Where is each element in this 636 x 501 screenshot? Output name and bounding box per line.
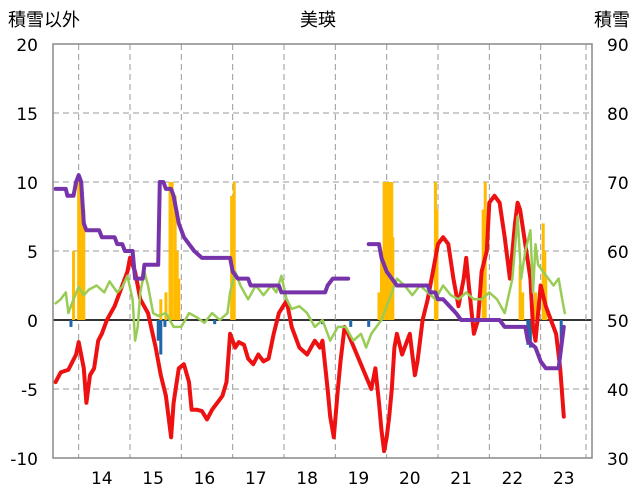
bar (521, 292, 525, 320)
bar (435, 209, 439, 320)
bar (159, 320, 163, 355)
y-right-tick-label: 70 (607, 174, 629, 194)
right-axis-ticks: 30 40 50 60 70 80 90 (607, 36, 629, 470)
bar (79, 182, 83, 320)
y-right-tick-label: 40 (607, 381, 629, 401)
left-axis-label: 積雪以外 (8, 10, 80, 31)
y-right-tick-label: 60 (607, 243, 629, 263)
y-left-tick-label: -10 (10, 450, 38, 470)
bar (156, 320, 160, 341)
bar (173, 195, 177, 320)
bar (380, 251, 384, 320)
bar (349, 320, 353, 327)
x-tick-label: 16 (194, 469, 216, 489)
bar (367, 320, 371, 327)
bar (534, 292, 538, 320)
bar (385, 182, 389, 320)
y-left-tick-label: 10 (16, 174, 38, 194)
bar (528, 320, 532, 348)
bar (82, 209, 86, 320)
bar (163, 320, 167, 327)
left-axis-ticks: -10 -5 0 5 10 15 20 (10, 36, 38, 470)
series-line (53, 193, 566, 454)
bar (159, 299, 163, 320)
bar (175, 251, 179, 320)
y-left-tick-label: -5 (21, 381, 38, 401)
x-tick-label: 19 (348, 469, 370, 489)
bar (170, 182, 174, 320)
bar (164, 292, 168, 320)
bar (77, 182, 81, 320)
x-tick-label: 23 (553, 469, 575, 489)
bar (72, 251, 76, 320)
y-right-tick-label: 80 (607, 105, 629, 125)
x-tick-label: 17 (245, 469, 267, 489)
bar (168, 182, 172, 320)
y-left-tick-label: 0 (27, 312, 38, 332)
bar (387, 182, 391, 320)
y-right-tick-label: 90 (607, 36, 629, 56)
chart-title: 美瑛 (300, 10, 336, 31)
series-line (53, 173, 351, 295)
bar (232, 182, 236, 320)
y-left-tick-label: 15 (16, 105, 38, 125)
line-series (53, 173, 567, 454)
y-right-tick-label: 30 (607, 450, 629, 470)
x-tick-label: 18 (296, 469, 318, 489)
y-right-tick-label: 50 (607, 312, 629, 332)
x-axis-ticks: 14 15 16 17 18 19 20 21 22 23 (91, 469, 575, 489)
bar (382, 182, 386, 320)
bar (177, 278, 181, 320)
x-tick-label: 21 (450, 469, 472, 489)
x-tick-label: 15 (142, 469, 164, 489)
x-tick-label: 22 (502, 469, 524, 489)
x-tick-label: 20 (399, 469, 421, 489)
plot-frame (52, 43, 593, 459)
x-tick-label: 14 (91, 469, 113, 489)
bar (69, 320, 73, 327)
y-left-tick-label: 20 (16, 36, 38, 56)
series-line (54, 215, 567, 349)
series-line (366, 242, 566, 371)
bar (213, 320, 217, 325)
bar (377, 292, 381, 320)
bar (518, 264, 522, 320)
right-axis-label: 積雪 (594, 10, 630, 31)
y-left-tick-label: 5 (27, 243, 38, 263)
grid (53, 43, 592, 459)
